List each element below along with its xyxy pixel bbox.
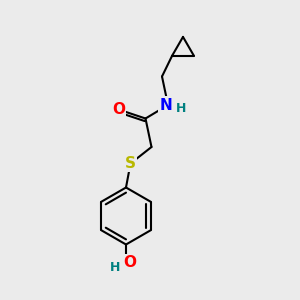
Text: S: S bbox=[125, 156, 136, 171]
Text: H: H bbox=[176, 102, 186, 115]
Text: O: O bbox=[112, 102, 125, 117]
Text: O: O bbox=[123, 255, 136, 270]
Text: H: H bbox=[110, 261, 121, 274]
Text: N: N bbox=[159, 98, 172, 112]
